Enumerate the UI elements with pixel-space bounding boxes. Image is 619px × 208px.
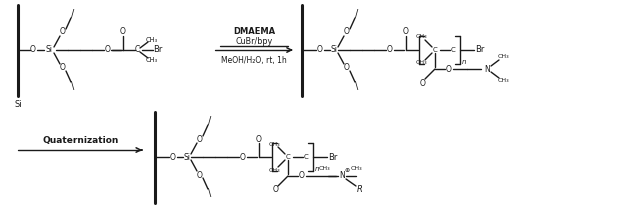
Text: CH₃: CH₃ bbox=[497, 54, 509, 59]
Text: \: \ bbox=[71, 81, 75, 91]
Text: O: O bbox=[197, 171, 203, 180]
Text: CuBr/bpy: CuBr/bpy bbox=[235, 36, 272, 46]
Text: Quaternization: Quaternization bbox=[43, 136, 119, 146]
Text: CH₃: CH₃ bbox=[268, 167, 280, 172]
Text: CH₃: CH₃ bbox=[415, 61, 427, 66]
Text: /: / bbox=[209, 116, 212, 126]
Text: MeOH/H₂O, rt, 1h: MeOH/H₂O, rt, 1h bbox=[221, 56, 287, 64]
Text: CH₃: CH₃ bbox=[497, 78, 509, 83]
Text: Br: Br bbox=[154, 46, 163, 54]
Text: O: O bbox=[256, 135, 262, 144]
Text: O: O bbox=[240, 152, 246, 161]
Text: O: O bbox=[60, 63, 66, 73]
Text: C: C bbox=[285, 154, 290, 160]
Text: DMAEMA: DMAEMA bbox=[233, 27, 275, 36]
Text: O: O bbox=[387, 46, 393, 54]
Text: O: O bbox=[197, 135, 203, 144]
Text: CH₃: CH₃ bbox=[268, 141, 280, 146]
Text: Si: Si bbox=[14, 100, 22, 109]
Text: ⊕: ⊕ bbox=[344, 168, 350, 173]
Text: O: O bbox=[344, 63, 350, 73]
Text: CH₃: CH₃ bbox=[146, 57, 158, 63]
Text: O: O bbox=[446, 64, 452, 73]
Text: O: O bbox=[30, 46, 36, 54]
Text: CH₃: CH₃ bbox=[350, 166, 362, 171]
Text: Si: Si bbox=[183, 152, 191, 161]
Text: \: \ bbox=[209, 188, 212, 198]
Text: Br: Br bbox=[328, 152, 338, 161]
Text: O: O bbox=[299, 172, 305, 181]
Text: O: O bbox=[120, 27, 126, 36]
Text: C: C bbox=[433, 47, 438, 53]
Text: R: R bbox=[357, 184, 363, 193]
Text: CH₃: CH₃ bbox=[415, 35, 427, 40]
Text: /: / bbox=[355, 9, 358, 19]
Text: O: O bbox=[317, 46, 323, 54]
Text: O: O bbox=[420, 78, 426, 88]
Text: Si: Si bbox=[331, 46, 337, 54]
Text: O: O bbox=[105, 46, 111, 54]
Text: C: C bbox=[134, 46, 140, 54]
Text: n: n bbox=[462, 59, 466, 65]
Text: O: O bbox=[344, 27, 350, 36]
Text: Si: Si bbox=[46, 46, 53, 54]
Text: n: n bbox=[314, 166, 319, 172]
Text: O: O bbox=[60, 27, 66, 36]
Text: O: O bbox=[170, 152, 176, 161]
Text: CH₃: CH₃ bbox=[318, 166, 330, 171]
Text: O: O bbox=[273, 186, 279, 194]
Text: C: C bbox=[451, 47, 456, 53]
Text: N: N bbox=[484, 64, 490, 73]
Text: O: O bbox=[403, 27, 409, 36]
Text: N: N bbox=[339, 172, 345, 181]
Text: C: C bbox=[304, 154, 308, 160]
Text: Br: Br bbox=[475, 46, 485, 54]
Text: /: / bbox=[71, 9, 75, 19]
Text: CH₃: CH₃ bbox=[146, 37, 158, 43]
Text: \: \ bbox=[355, 81, 358, 91]
